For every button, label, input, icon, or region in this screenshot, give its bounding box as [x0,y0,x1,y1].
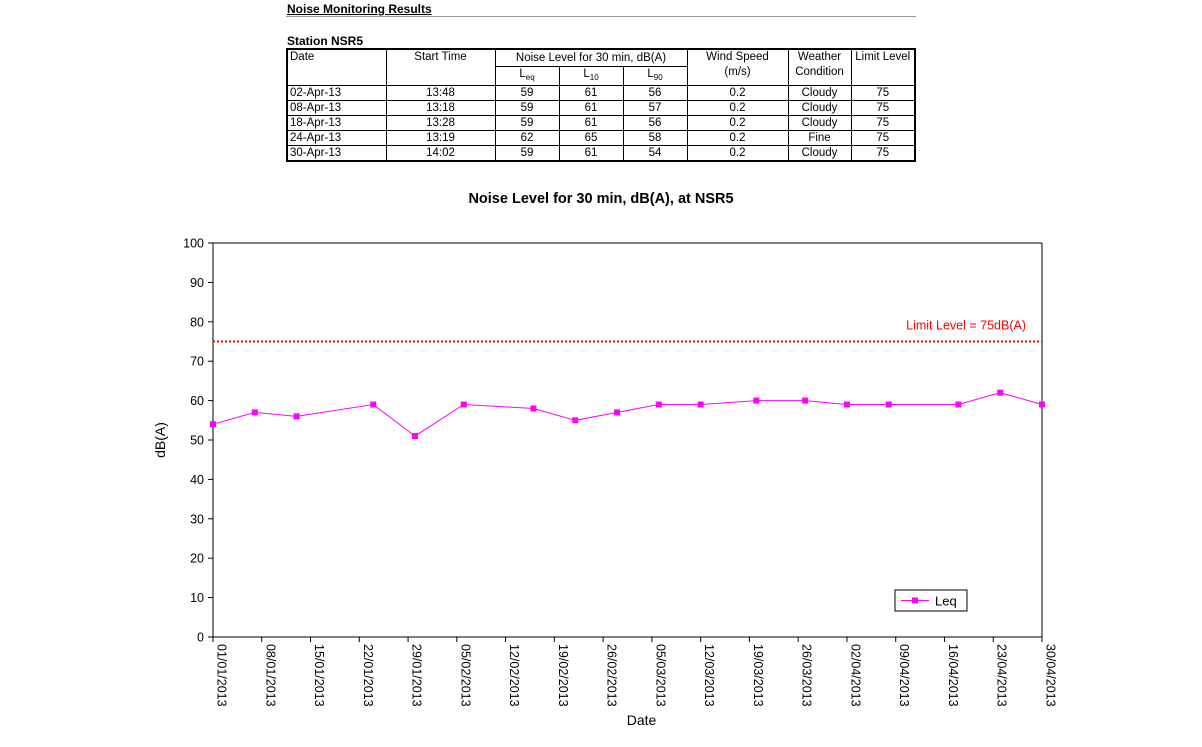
header-weather-line2: Condition [795,66,844,78]
series-line [212,392,1043,437]
data-point [697,401,704,408]
x-tick-label: 01/01/2013 [215,644,229,707]
cell-leq: 62 [494,130,560,146]
table-row: 08-Apr-13 13:18 59 61 57 0.2 Cloudy 75 [286,100,916,116]
y-tick-label: 50 [190,434,204,448]
cell-l90: 58 [622,130,688,146]
y-tick-label: 90 [190,276,204,290]
x-tick-label: 05/02/2013 [458,644,472,707]
data-point [251,409,258,416]
cell-l10: 61 [558,145,624,162]
header-l90-sub: 90 [653,73,663,82]
cell-weather: Fine [787,130,852,146]
x-axis-title: Date [627,712,657,728]
y-tick-label: 0 [197,631,204,645]
x-tick-label: 26/03/2013 [800,644,814,707]
cell-date: 02-Apr-13 [286,85,387,101]
header-l90-main: L [647,68,654,80]
table-row: 02-Apr-13 13:48 59 61 56 0.2 Cloudy 75 [286,85,916,101]
header-wind-speed-unit: (m/s) [724,66,751,78]
x-tick-label: 15/01/2013 [312,644,326,707]
chart-title: Noise Level for 30 min, dB(A), at NSR5 [468,191,734,207]
y-tick-label: 40 [190,473,204,487]
data-point [802,397,809,404]
y-axis-title: dB(A) [152,422,168,458]
y-tick-label: 30 [190,512,204,526]
report-header-rule [286,0,916,17]
table-row: 24-Apr-13 13:19 62 65 58 0.2 Fine 75 [286,130,916,146]
x-tick-label: 22/01/2013 [361,644,375,707]
x-tick-label: 19/03/2013 [751,644,765,707]
header-leq-main: L [519,68,526,80]
header-l10-sub: 10 [589,73,599,82]
x-tick-label: 09/04/2013 [897,644,911,707]
header-wind-speed-label: Wind Speed [706,51,769,63]
results-table: Date Start Time Noise Level for 30 min, … [286,48,916,162]
data-point [655,401,662,408]
y-tick-label: 60 [190,394,204,408]
data-point [210,421,216,428]
x-tick-label: 30/04/2013 [1044,644,1058,707]
x-tick-label: 26/02/2013 [605,644,619,707]
data-point [530,405,537,412]
header-l10-main: L [583,68,590,80]
x-tick-label: 12/02/2013 [507,644,521,707]
data-point [843,401,850,408]
x-tick-label: 08/01/2013 [263,644,277,707]
header-start-time: Start Time [385,48,496,86]
data-point [1039,401,1045,408]
x-tick-label: 23/04/2013 [995,644,1009,707]
x-tick-label: 02/04/2013 [848,644,862,707]
data-point [955,401,962,408]
cell-start-time: 14:02 [385,145,496,162]
data-point [614,409,621,416]
x-tick-label: 19/02/2013 [556,644,570,707]
cell-start-time: 13:19 [385,130,496,146]
cell-date: 24-Apr-13 [286,130,387,146]
y-tick-label: 10 [190,591,204,605]
limit-line-label: Limit Level = 75dB(A) [906,319,1026,333]
data-point [293,413,300,420]
x-tick-label: 29/01/2013 [410,644,424,707]
table-row: 30-Apr-13 14:02 59 61 54 0.2 Cloudy 75 [286,145,916,162]
cell-limit: 75 [850,145,916,162]
legend-label: Leq [935,594,957,609]
cell-l90: 54 [622,145,688,162]
y-tick-label: 20 [190,552,204,566]
cell-limit: 75 [850,130,916,146]
data-point [753,397,760,404]
data-point [370,401,377,408]
table-subheader-row: Leq L10 L90 [287,66,915,86]
table-header-row: Date Start Time Noise Level for 30 min, … [286,48,916,86]
data-point [997,389,1004,396]
report-title: Noise Monitoring Results [287,2,432,16]
legend-marker [912,597,918,604]
y-tick-label: 80 [190,315,204,329]
header-leq-sub: eq [525,73,535,82]
data-point [460,401,467,408]
header-wind-speed: Wind Speed (m/s) [686,48,789,86]
cell-l10: 65 [558,130,624,146]
cell-date: 30-Apr-13 [286,145,387,162]
cell-weather: Cloudy [787,145,852,162]
data-point [412,433,419,440]
cell-wind: 0.2 [686,100,789,116]
data-point [885,401,892,408]
x-tick-label: 16/04/2013 [946,644,960,707]
y-tick-label: 70 [190,355,204,369]
x-tick-label: 05/03/2013 [653,644,667,707]
station-title: Station NSR5 [287,34,364,48]
header-weather-line1: Weather [797,51,842,63]
legend-box [894,589,968,612]
data-point [572,417,579,424]
cell-start-time: 13:18 [385,100,496,116]
y-tick-label: 100 [183,237,204,251]
x-tick-label: 12/03/2013 [702,644,716,707]
